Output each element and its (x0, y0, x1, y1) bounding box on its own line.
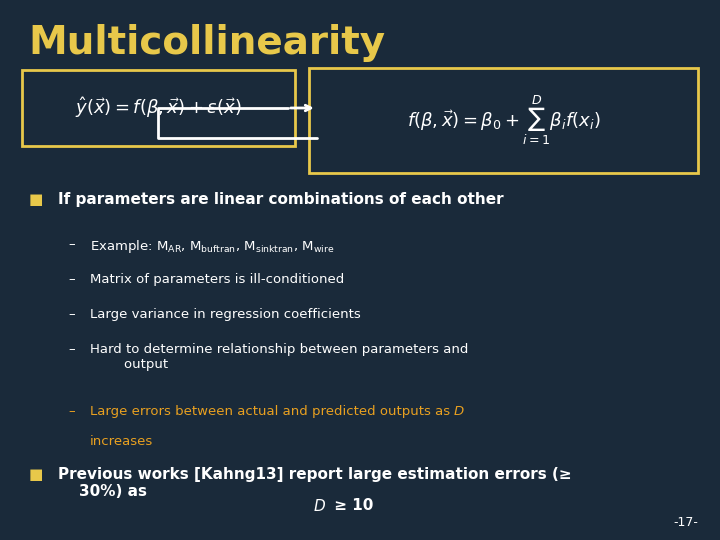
Text: –: – (68, 343, 75, 356)
Text: ■: ■ (29, 467, 43, 482)
Text: $f(\beta, \vec{x}) = \beta_0 + \sum_{i=1}^{D} \beta_i f(x_i)$: $f(\beta, \vec{x}) = \beta_0 + \sum_{i=1… (407, 93, 600, 147)
Text: Large errors between actual and predicted outputs as: Large errors between actual and predicte… (90, 405, 454, 418)
Text: –: – (68, 273, 75, 286)
Text: ≥ 10: ≥ 10 (329, 498, 373, 513)
Text: $D$: $D$ (313, 498, 326, 514)
Text: Previous works [Kahng13] report large estimation errors (≥
    30%) as: Previous works [Kahng13] report large es… (58, 467, 571, 500)
Text: $\hat{y}(\vec{x}) = f(\beta, \vec{x}) + \varepsilon(\vec{x})$: $\hat{y}(\vec{x}) = f(\beta, \vec{x}) + … (75, 96, 242, 120)
Text: Multicollinearity: Multicollinearity (29, 24, 386, 62)
Text: $D$: $D$ (454, 405, 465, 418)
Text: Large variance in regression coefficients: Large variance in regression coefficient… (90, 308, 361, 321)
Text: Matrix of parameters is ill-conditioned: Matrix of parameters is ill-conditioned (90, 273, 344, 286)
Text: –: – (68, 308, 75, 321)
Text: ■: ■ (29, 192, 43, 207)
Text: If parameters are linear combinations of each other: If parameters are linear combinations of… (58, 192, 503, 207)
Text: Example: $\mathregular{M_{AR}}$, $\mathregular{M_{buftran}}$, $\mathregular{M_{s: Example: $\mathregular{M_{AR}}$, $\mathr… (90, 238, 334, 254)
Text: –: – (68, 405, 75, 418)
Text: –: – (68, 238, 75, 251)
Text: -17-: -17- (673, 516, 698, 529)
Text: increases: increases (90, 435, 153, 448)
Text: Hard to determine relationship between parameters and
        output: Hard to determine relationship between p… (90, 343, 468, 371)
